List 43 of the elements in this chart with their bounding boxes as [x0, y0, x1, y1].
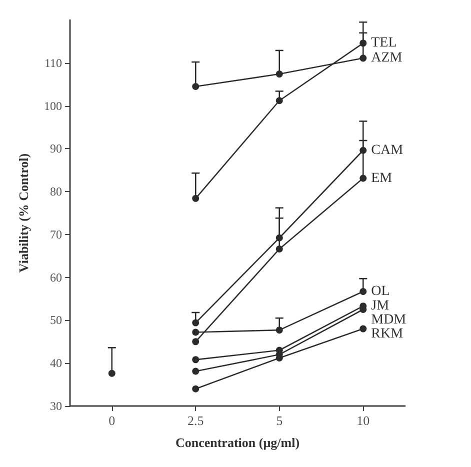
- point: [276, 97, 283, 104]
- point: [276, 246, 283, 253]
- point: [108, 370, 116, 377]
- x-tick-label: 2.5: [188, 413, 204, 428]
- y-tick-label: 60: [50, 270, 62, 284]
- point: [192, 319, 200, 326]
- point: [192, 328, 200, 336]
- x-tick-label: 0: [108, 413, 116, 428]
- point: [192, 194, 200, 202]
- series-label: CAM: [371, 142, 404, 158]
- point: [192, 368, 200, 375]
- series-label: RKM: [371, 326, 404, 342]
- point: [276, 234, 283, 242]
- x-tick-label: 5: [276, 413, 283, 428]
- point: [192, 82, 200, 90]
- series-label: TEL: [371, 36, 397, 51]
- series-label: JM: [371, 298, 390, 314]
- series-label: OL: [371, 284, 390, 299]
- point: [192, 356, 200, 364]
- series-label: AZM: [371, 50, 403, 66]
- y-tick-label: 80: [50, 184, 62, 199]
- point: [192, 385, 200, 392]
- y-tick-label: 30: [50, 399, 62, 413]
- y-tick-label: 100: [44, 98, 62, 113]
- y-tick-label: 50: [50, 313, 62, 328]
- series-label: EM: [371, 170, 393, 186]
- y-tick-label: 70: [50, 227, 62, 242]
- point: [360, 146, 367, 154]
- y-tick-label: 110: [44, 56, 62, 70]
- y-tick-label: 90: [50, 142, 62, 156]
- point: [360, 54, 367, 62]
- point: [360, 174, 367, 182]
- point: [360, 40, 367, 47]
- series-label: MDM: [371, 312, 407, 328]
- y-tick-label: 40: [50, 356, 62, 370]
- point: [192, 338, 200, 346]
- point: [360, 288, 367, 295]
- y-axis-title: Viability (% Control): [16, 153, 31, 273]
- point: [360, 325, 367, 332]
- point: [276, 326, 283, 334]
- x-axis-title: Concentration (µg/ml): [175, 435, 300, 450]
- point: [276, 70, 283, 78]
- x-tick-label: 10: [356, 413, 370, 428]
